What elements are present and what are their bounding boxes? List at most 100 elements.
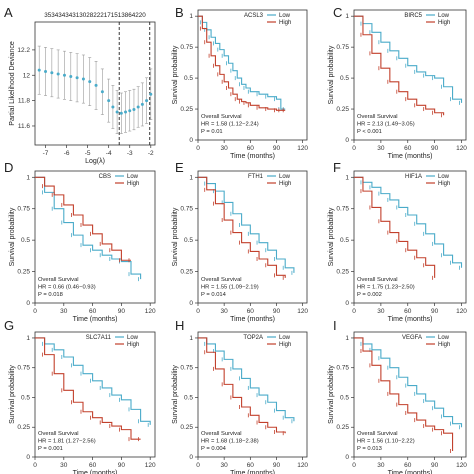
stats-line: P = 0.004 [201, 446, 227, 452]
x-tick-label: 90 [273, 462, 281, 469]
x-tick-label: 0 [196, 145, 200, 152]
legend-label-low: Low [438, 174, 450, 180]
x-axis-label: Time (months) [73, 316, 118, 323]
x-tick-label: 0 [352, 145, 356, 152]
deviance-point [50, 71, 54, 75]
x-axis-label: Time (months) [388, 470, 433, 474]
x-tick-label: -4 [106, 150, 112, 157]
y-axis-label: Survival probability [328, 45, 335, 104]
y-tick-label: 0.5 [21, 394, 30, 401]
stats-line: Overall Survival [357, 277, 398, 283]
gene-label: FTH1 [248, 174, 264, 180]
stats-line: Overall Survival [38, 431, 79, 437]
stats-line: HR = 0.66 (0.46−0.93) [38, 285, 96, 291]
y-tick-label: 0.25 [180, 424, 193, 431]
y-axis-label: Survival probability [328, 207, 335, 266]
panel-letter-i: I [333, 318, 337, 333]
y-tick-label: 0 [189, 454, 193, 461]
stats-line: HR = 1.68 (1.18−2.38) [201, 439, 259, 445]
x-tick-label: 120 [297, 308, 308, 315]
deviance-point [119, 111, 123, 115]
y-tick-label: 0 [345, 454, 349, 461]
panel-letter-d: D [4, 160, 13, 175]
panel-g: G 0 30 60 90 120 0 0.25 0.5 0.75 1 Time (months) Sur… [4, 318, 156, 474]
x-tick-label: 90 [431, 145, 439, 152]
y-tick-label: 0 [345, 300, 349, 307]
legend-label-high: High [127, 342, 139, 348]
panel-f: F 0 30 60 90 120 0 0.25 0.5 0.75 1 Time (months) Sur… [328, 160, 467, 323]
plot-frame [34, 331, 156, 458]
km-curve-high [198, 15, 286, 111]
y-tick-label: 0.25 [336, 269, 349, 276]
km-curve-high [354, 337, 454, 452]
km-curve-low [354, 176, 463, 268]
panel-letter-h: H [175, 318, 184, 333]
panel-a: A -7 -6 -5 -4 -3 -2 11.6 11.8 12 12.2 Log(λ) Partial… [4, 5, 156, 165]
legend-label-low: Low [127, 174, 139, 180]
panel-letter-a: A [4, 5, 13, 20]
km-curve-high [198, 176, 286, 278]
stats-line: P = 0.01 [201, 129, 223, 135]
y-axis-label: Survival probability [172, 365, 179, 424]
x-tick-label: 30 [60, 308, 68, 315]
y-tick-label: 0.5 [184, 75, 193, 82]
y-tick-label: 0.25 [336, 106, 349, 113]
plot-frame [353, 170, 467, 304]
y-tick-label: 0.75 [336, 206, 349, 213]
km-curve-high [354, 176, 436, 278]
x-tick-label: -5 [85, 150, 91, 157]
gene-label: ACSL3 [244, 13, 264, 19]
y-tick-label: 0.75 [17, 206, 30, 213]
x-tick-label: 60 [89, 308, 97, 315]
gene-label: VEGFA [402, 335, 422, 341]
x-tick-label: 60 [404, 462, 412, 469]
x-tick-label: 90 [273, 145, 281, 152]
y-axis-label: Survival probability [9, 365, 16, 424]
deviance-point [81, 77, 85, 81]
plot-frame [353, 9, 467, 141]
deviance-point [94, 83, 98, 87]
panel-letter-b: B [175, 5, 184, 20]
x-tick-label: 60 [247, 308, 255, 315]
stats-line: Overall Survival [201, 277, 242, 283]
x-tick-label: -6 [64, 150, 70, 157]
legend-label-high: High [438, 181, 450, 187]
panel-letter-c: C [333, 5, 342, 20]
legend-label-high: High [438, 342, 450, 348]
stats-line: P = 0.013 [357, 446, 382, 452]
y-tick-label: 1 [189, 335, 193, 342]
y-tick-label: 0.5 [340, 75, 349, 82]
y-tick-label: 0.5 [184, 394, 193, 401]
x-tick-label: 120 [456, 462, 467, 469]
panel-letter-f: F [333, 160, 341, 175]
plot-frame [197, 9, 308, 141]
deviance-point [128, 109, 132, 113]
x-tick-label: 90 [273, 308, 281, 315]
legend-label-low: Low [127, 335, 139, 341]
y-axis-label: Partial Likelihood Deviance [9, 41, 16, 126]
x-tick-label: 30 [377, 145, 385, 152]
km-curve-low [35, 337, 151, 425]
x-axis-label: Time (months) [388, 316, 433, 323]
y-tick-label: 0.5 [340, 237, 349, 244]
km-curve-low [198, 15, 286, 110]
x-tick-label: 90 [431, 308, 439, 315]
y-tick-label: 0 [26, 300, 30, 307]
x-tick-label: 90 [118, 462, 126, 469]
x-tick-label: 60 [404, 308, 412, 315]
y-tick-label: 1 [345, 335, 349, 342]
x-tick-label: 30 [221, 308, 229, 315]
panel-h: H 0 30 60 90 120 0 0.25 0.5 0.75 1 Time (months) Sur… [172, 318, 308, 474]
deviance-point [107, 99, 111, 103]
y-axis-label: Survival probability [9, 207, 16, 266]
y-tick-label: 0.75 [336, 365, 349, 372]
stats-line: P = 0.014 [201, 292, 227, 298]
y-axis-label: Survival probability [172, 45, 179, 104]
y-tick-label: 0.75 [336, 44, 349, 51]
y-tick-label: 1 [26, 335, 30, 342]
plot-frame [34, 21, 156, 146]
gene-label: HIF1A [405, 174, 422, 180]
y-tick-label: 0 [189, 300, 193, 307]
deviance-point [124, 110, 128, 114]
